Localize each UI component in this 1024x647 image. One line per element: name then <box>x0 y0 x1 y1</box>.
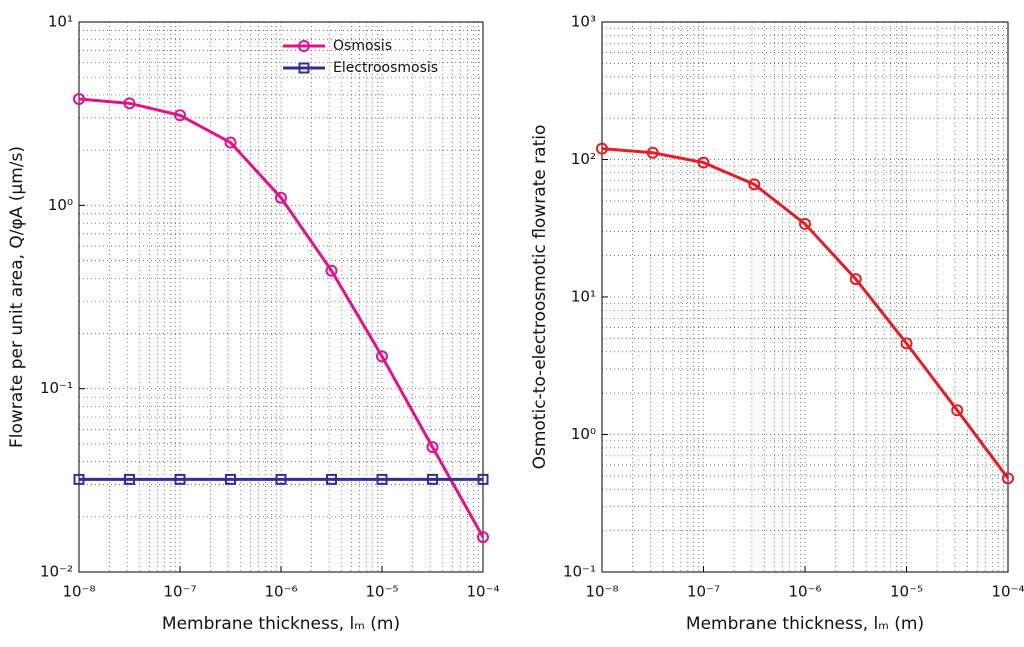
data-point <box>325 264 338 277</box>
data-point <box>376 473 388 485</box>
y-tick-label: 10⁻² <box>40 563 73 581</box>
y-tick-label: 10¹ <box>48 13 73 31</box>
data-point <box>325 473 337 485</box>
y-tick-label: 10⁻¹ <box>563 563 596 581</box>
data-point <box>224 136 237 149</box>
data-point <box>224 473 236 485</box>
data-point <box>646 146 659 159</box>
x-tick-label: 10⁻⁸ <box>62 583 95 601</box>
chart-panel: 10⁻⁸ 10⁻⁷ 10⁻⁶ 10⁻⁵ 10⁻⁴ 10⁻¹ 10⁰ 10¹ 10² 10³ Memb… <box>530 13 1024 635</box>
data-point <box>951 404 964 417</box>
legend-marker <box>298 62 310 74</box>
legend-label: Electroosmosis <box>333 60 438 76</box>
data-point <box>477 473 489 485</box>
x-tick-label: 10⁻⁵ <box>365 583 398 601</box>
data-point <box>174 473 186 485</box>
legend-marker <box>298 40 310 52</box>
x-axis-title: Membrane thickness, lₘ (m) <box>686 614 924 634</box>
x-tick-label: 10⁻⁷ <box>163 583 196 601</box>
data-point <box>748 178 761 191</box>
plot-frame <box>601 21 1009 573</box>
data-point <box>426 441 439 454</box>
x-tick-label: 10⁻⁶ <box>788 583 821 601</box>
y-tick-label: 10⁰ <box>571 425 596 443</box>
data-point <box>73 473 85 485</box>
y-axis-title: Osmotic-to-electroosmotic flowrate ratio <box>530 125 550 470</box>
data-point <box>477 531 489 544</box>
data-point <box>1002 472 1014 485</box>
y-tick-label: 10⁰ <box>48 196 73 214</box>
data-point <box>596 142 608 155</box>
series-line <box>601 147 1010 480</box>
chart-panel: 10⁻⁸ 10⁻⁷ 10⁻⁶ 10⁻⁵ 10⁻⁴ 10⁻² 10⁻¹ 10⁰ 10¹ Membra… <box>7 13 500 635</box>
x-tick-label: 10⁻⁴ <box>991 583 1024 601</box>
series-line <box>78 97 485 538</box>
data-point <box>900 337 913 350</box>
data-point <box>123 473 135 485</box>
x-tick-label: 10⁻⁴ <box>466 583 499 601</box>
y-axis-title: Flowrate per unit area, Q/φA (μm/s) <box>7 146 27 448</box>
x-axis-title: Membrane thickness, lₘ (m) <box>162 614 400 634</box>
y-tick-label: 10¹ <box>571 288 596 306</box>
x-tick-label: 10⁻⁶ <box>264 583 297 601</box>
y-tick-label: 10³ <box>571 13 596 31</box>
data-point <box>376 350 388 363</box>
legend-label: Osmosis <box>333 38 392 54</box>
data-point <box>697 156 710 169</box>
data-point <box>123 97 136 110</box>
data-point <box>275 191 287 204</box>
legend: Osmosis Electroosmosis <box>283 38 438 76</box>
data-point <box>799 217 811 230</box>
y-tick-label: 10² <box>571 150 596 168</box>
data-point <box>73 93 85 106</box>
data-point <box>426 473 438 485</box>
data-point <box>275 473 287 485</box>
x-tick-label: 10⁻⁵ <box>890 583 923 601</box>
x-tick-label: 10⁻⁷ <box>687 583 720 601</box>
y-tick-label: 10⁻¹ <box>40 379 73 397</box>
data-point <box>849 273 862 286</box>
plot-frame <box>78 21 484 573</box>
x-tick-label: 10⁻⁸ <box>585 583 618 601</box>
data-point <box>174 109 186 122</box>
